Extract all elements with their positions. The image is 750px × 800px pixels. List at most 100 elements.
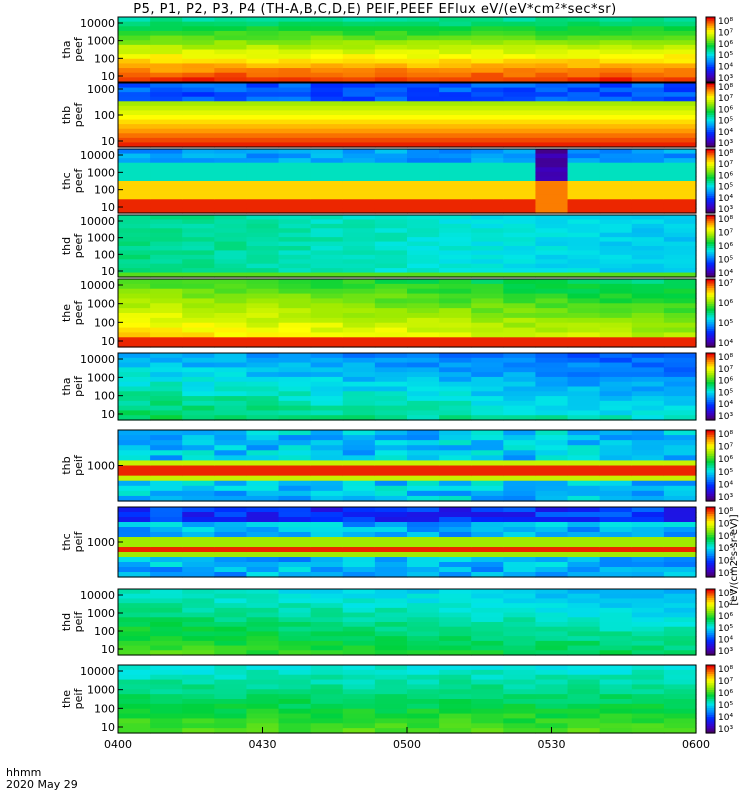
heatmap-cell: [599, 153, 633, 159]
colorbar-segment: [706, 281, 715, 285]
colorbar-segment: [706, 235, 715, 239]
heatmap-cell: [631, 40, 665, 46]
heatmap-cell: [278, 650, 312, 656]
heatmap-cell: [342, 645, 376, 651]
heatmap-cell: [150, 362, 183, 368]
heatmap-cell: [118, 562, 151, 568]
panel-label: the: [60, 304, 73, 322]
heatmap-cell: [182, 313, 215, 319]
heatmap-cell: [214, 532, 248, 538]
heatmap-cell: [182, 223, 215, 229]
colorbar-segment: [706, 373, 715, 376]
heatmap-cell: [535, 396, 569, 402]
heatmap-cell: [310, 92, 344, 98]
heatmap-cell: [342, 105, 376, 112]
heatmap-cell: [535, 288, 569, 295]
heatmap-cell: [471, 475, 504, 482]
heatmap-cell: [278, 367, 312, 373]
y-tick-label: 100: [94, 52, 115, 65]
heatmap-cell: [150, 303, 183, 309]
heatmap-cell: [599, 259, 633, 265]
heatmap-cell: [342, 552, 376, 558]
heatmap-cell: [310, 699, 344, 705]
heatmap-cell: [503, 215, 537, 221]
heatmap-cell: [567, 167, 601, 173]
heatmap-cell: [535, 593, 569, 600]
colorbar-segment: [706, 66, 715, 70]
heatmap-cell: [310, 308, 344, 314]
heatmap-cell: [246, 317, 280, 324]
colorbar-tick-label: 10⁵: [718, 51, 733, 61]
heatmap-cell: [342, 650, 376, 656]
heatmap-cell: [471, 313, 504, 319]
heatmap-cell: [214, 303, 248, 309]
footer-time-label: hhmm: [6, 766, 42, 779]
heatmap-cell: [503, 598, 537, 604]
heatmap-cell: [214, 362, 248, 368]
heatmap-cell: [214, 480, 248, 487]
heatmap-cell: [342, 246, 376, 252]
heatmap-cell: [407, 149, 440, 155]
colorbar-tick-label: 10⁷: [718, 279, 733, 289]
heatmap-cell: [663, 119, 697, 125]
heatmap-cell: [439, 450, 472, 456]
heatmap-cell: [278, 435, 312, 441]
heatmap-cell: [663, 128, 697, 134]
heatmap-cell: [535, 622, 569, 628]
heatmap-cell: [214, 272, 248, 278]
heatmap-cell: [246, 567, 280, 573]
heatmap-cell: [342, 279, 376, 285]
heatmap-cell: [278, 263, 312, 269]
heatmap-cell: [214, 445, 248, 451]
heatmap-cell: [439, 465, 472, 472]
heatmap-cell: [439, 607, 472, 614]
heatmap-cell: [246, 298, 280, 304]
heatmap-cell: [407, 283, 440, 290]
heatmap-cell: [310, 194, 344, 200]
heatmap-cell: [118, 317, 151, 324]
colorbar-segment: [706, 331, 715, 334]
heatmap-cell: [503, 83, 537, 89]
heatmap-cell: [150, 167, 183, 173]
heatmap-cell: [471, 17, 504, 23]
heatmap-cell: [150, 49, 183, 55]
heatmap-cell: [631, 557, 665, 563]
heatmap-cell: [246, 522, 280, 528]
heatmap-cell: [599, 465, 633, 472]
heatmap-cell: [439, 694, 472, 700]
heatmap-cell: [182, 115, 215, 121]
heatmap-cell: [374, 480, 408, 487]
colorbar-tick-label: 10⁷: [718, 365, 733, 375]
heatmap-cell: [342, 669, 376, 676]
heatmap-cell: [599, 552, 633, 558]
colorbar-segment: [706, 728, 715, 732]
heatmap-cell: [374, 465, 408, 472]
heatmap-cell: [246, 410, 280, 416]
colorbar-segment: [706, 678, 715, 682]
heatmap-cell: [246, 674, 280, 681]
y-tick-label: 10000: [80, 589, 115, 602]
heatmap-cell: [310, 381, 344, 388]
heatmap-cell: [567, 689, 601, 695]
heatmap-cell: [503, 110, 537, 116]
heatmap-cell: [214, 684, 248, 690]
heatmap-cell: [214, 708, 248, 715]
heatmap-cell: [567, 54, 601, 60]
heatmap-cell: [150, 40, 183, 46]
colorbar-segment: [706, 606, 715, 610]
heatmap-cell: [118, 105, 151, 112]
heatmap-cell: [567, 728, 601, 734]
heatmap-cell: [663, 288, 697, 295]
heatmap-cell: [407, 208, 440, 214]
heatmap-cell: [599, 353, 633, 359]
heatmap-cell: [214, 92, 248, 98]
heatmap-cell: [246, 254, 280, 260]
heatmap-cell: [182, 158, 215, 164]
heatmap-cell: [439, 279, 472, 285]
heatmap-cell: [214, 603, 248, 609]
heatmap-cell: [439, 723, 472, 729]
heatmap-cell: [631, 567, 665, 573]
heatmap-cell: [182, 622, 215, 628]
heatmap-cell: [503, 49, 537, 55]
heatmap-cell: [439, 527, 472, 533]
